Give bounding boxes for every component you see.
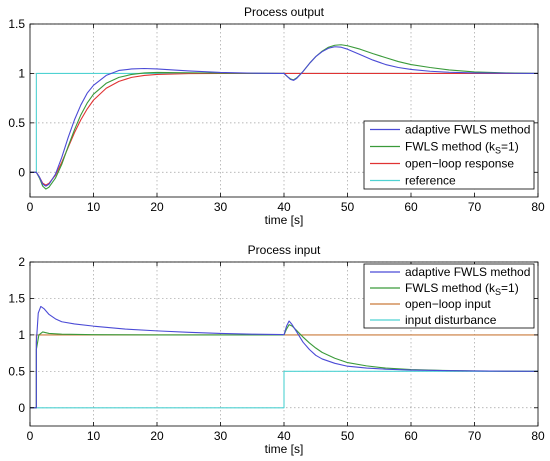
legend-entry: reference bbox=[405, 174, 456, 188]
legend-entry: FWLS method (kS=1) bbox=[405, 140, 519, 156]
chart-title: Process output bbox=[244, 5, 325, 19]
x-tick-label: 70 bbox=[468, 200, 482, 214]
x-tick-label: 30 bbox=[214, 200, 228, 214]
series-line bbox=[30, 305, 538, 409]
x-tick-label: 50 bbox=[341, 429, 355, 443]
x-axis-label: time [s] bbox=[265, 213, 304, 227]
x-tick-label: 80 bbox=[531, 200, 545, 214]
x-tick-label: 10 bbox=[87, 429, 101, 443]
x-tick-label: 20 bbox=[150, 200, 164, 214]
process-input-plot: 0 10 20 30 40 50 60 70 80 0 0.5 1 1.5 2 Process input t… bbox=[8, 243, 545, 456]
process-output-plot: 0 10 20 30 40 50 60 70 80 0 0.5 1 1.5 Process output t… bbox=[8, 5, 545, 227]
x-tick-label: 0 bbox=[27, 200, 34, 214]
y-tick-label: 1 bbox=[18, 66, 25, 80]
x-tick-label: 40 bbox=[277, 429, 291, 443]
legend: adaptive FWLS method FWLS method (kS=1)op… bbox=[363, 120, 535, 190]
x-tick-label: 50 bbox=[341, 200, 355, 214]
legend-entry: open−loop response bbox=[405, 157, 514, 171]
y-tick-label: 1.5 bbox=[8, 17, 25, 31]
legend-entry: open−loop input bbox=[405, 297, 491, 311]
x-tick-label: 60 bbox=[404, 429, 418, 443]
y-tick-label: 0 bbox=[18, 401, 25, 415]
chart-title: Process input bbox=[248, 243, 321, 257]
legend-box bbox=[363, 263, 535, 329]
x-tick-label: 60 bbox=[404, 200, 418, 214]
x-tick-label: 10 bbox=[87, 200, 101, 214]
series-line bbox=[30, 46, 538, 187]
y-tick-label: 0 bbox=[18, 165, 25, 179]
y-tick-label: 0.5 bbox=[8, 364, 25, 378]
legend-entry: adaptive FWLS method bbox=[405, 123, 530, 137]
y-tick-label: 1.5 bbox=[8, 291, 25, 305]
legend-box bbox=[363, 120, 535, 190]
x-tick-label: 30 bbox=[214, 429, 228, 443]
x-tick-label: 40 bbox=[277, 200, 291, 214]
legend-entry: adaptive FWLS method bbox=[405, 265, 530, 279]
x-axis-label: time [s] bbox=[265, 442, 304, 456]
y-tick-label: 0.5 bbox=[8, 116, 25, 130]
legend: adaptive FWLS method FWLS method (kS=1)op… bbox=[363, 263, 535, 329]
x-tick-label: 80 bbox=[531, 429, 545, 443]
y-tick-label: 2 bbox=[18, 255, 25, 269]
y-tick-label: 1 bbox=[18, 328, 25, 342]
x-tick-label: 70 bbox=[468, 429, 482, 443]
series-line bbox=[30, 370, 538, 409]
legend-entry: input disturbance bbox=[405, 313, 497, 327]
x-tick-label: 0 bbox=[27, 429, 34, 443]
x-tick-label: 20 bbox=[150, 429, 164, 443]
legend-entry: FWLS method (kS=1) bbox=[405, 281, 519, 297]
